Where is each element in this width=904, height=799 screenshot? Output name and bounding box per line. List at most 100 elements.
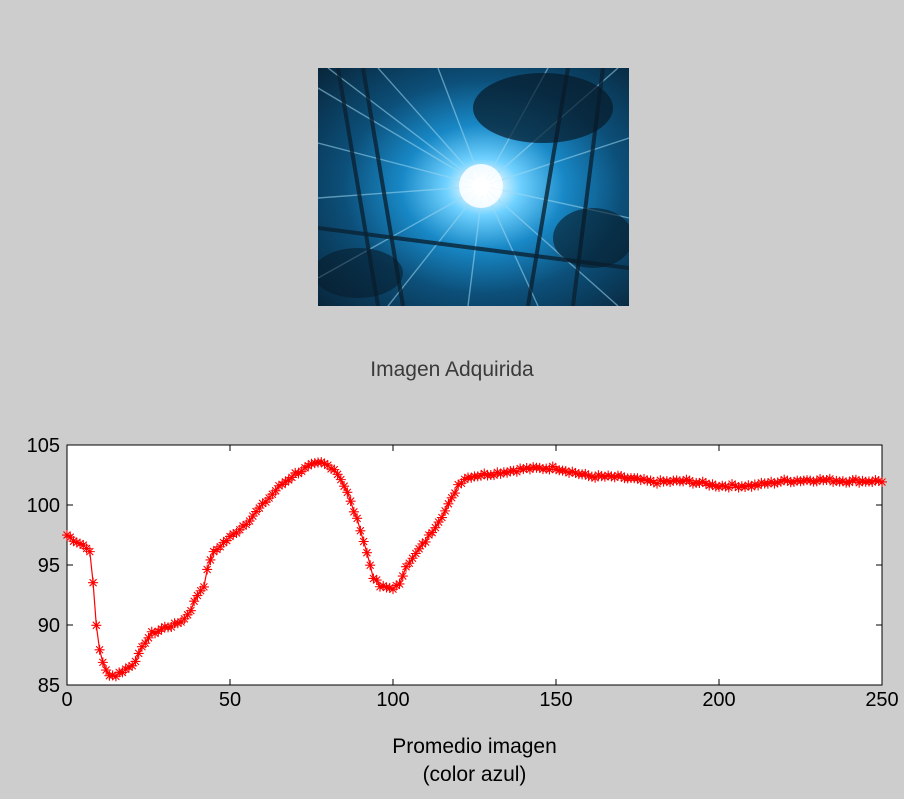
chart: 0 50 100 150 200 250 85 90 95 100 105 Promedio ima… [27, 435, 899, 786]
data-point-marker [678, 476, 689, 487]
data-point-marker [97, 657, 108, 668]
data-point-marker [772, 477, 783, 488]
data-point-marker [299, 462, 310, 473]
data-point-marker [182, 609, 193, 620]
data-point-marker [498, 467, 509, 478]
data-point-marker [303, 460, 314, 471]
data-point-marker [508, 465, 519, 476]
data-point-marker [524, 464, 535, 475]
data-point-marker [159, 621, 170, 632]
data-point-marker [635, 475, 646, 486]
data-point-marker [805, 475, 816, 486]
x-tick-label: 150 [539, 689, 572, 711]
data-point-marker [345, 496, 356, 507]
data-point-marker [68, 536, 79, 547]
data-point-marker [374, 581, 385, 592]
data-point-marker [309, 458, 320, 469]
y-tick-label: 90 [38, 615, 60, 637]
data-point-marker [378, 580, 389, 591]
data-point-marker [286, 472, 297, 483]
data-point-marker [339, 481, 350, 492]
series-markers [62, 457, 887, 682]
data-point-marker [700, 478, 711, 489]
data-point-marker [208, 546, 219, 557]
data-point-marker [740, 481, 751, 492]
data-point-marker [407, 553, 418, 564]
data-point-marker [215, 541, 226, 552]
data-point-marker [84, 546, 95, 557]
data-point-marker [782, 475, 793, 486]
data-point-marker [329, 464, 340, 475]
data-point-marker [844, 477, 855, 488]
data-point-marker [414, 543, 425, 554]
data-point-marker [606, 471, 617, 482]
data-point-marker [492, 467, 503, 478]
data-point-marker [811, 476, 822, 487]
data-point-marker [769, 478, 780, 489]
data-point-marker [795, 476, 806, 487]
data-point-marker [877, 476, 887, 487]
data-point-marker [110, 671, 121, 682]
data-point-marker [580, 468, 591, 479]
data-point-marker [648, 477, 659, 488]
data-point-marker [195, 585, 206, 596]
data-point-marker [857, 475, 868, 486]
data-point-marker [567, 466, 578, 477]
data-point-marker [655, 475, 666, 486]
data-point-marker [368, 573, 379, 584]
data-point-marker [821, 474, 832, 485]
data-point-marker [476, 470, 487, 481]
data-point-marker [244, 516, 255, 527]
data-point-marker [521, 463, 532, 474]
data-point-marker [365, 560, 376, 571]
data-point-marker [495, 468, 506, 479]
data-point-marker [293, 468, 304, 479]
data-point-marker [639, 473, 650, 484]
data-point-marker [146, 626, 157, 637]
data-point-marker [140, 638, 151, 649]
data-point-marker [371, 575, 382, 586]
data-point-marker [665, 476, 676, 487]
data-point-marker [423, 530, 434, 541]
data-point-marker [88, 577, 99, 588]
data-point-marker [746, 481, 757, 492]
data-point-marker [440, 505, 451, 516]
data-point-marker [335, 474, 346, 485]
data-point-marker [260, 497, 271, 508]
data-point-marker [697, 476, 708, 487]
data-point-marker [391, 580, 402, 591]
acquired-image [318, 68, 629, 306]
y-tick-label: 85 [38, 675, 60, 697]
data-point-marker [410, 548, 421, 559]
data-point-marker [756, 477, 767, 488]
data-point-marker [185, 605, 196, 616]
x-tick-label: 250 [865, 689, 898, 711]
data-point-marker [394, 578, 405, 589]
data-point-marker [502, 467, 513, 478]
data-point-marker [730, 480, 741, 491]
data-point-marker [466, 472, 477, 483]
data-point-marker [75, 538, 86, 549]
data-point-marker [156, 624, 167, 635]
data-point-marker [94, 644, 105, 655]
data-point-marker [361, 547, 372, 558]
data-point-marker [766, 476, 777, 487]
data-point-marker [596, 471, 607, 482]
data-point-marker [436, 512, 447, 523]
data-point-marker [560, 466, 571, 477]
data-point-marker [101, 665, 112, 676]
data-point-marker [743, 480, 754, 491]
x-axis-label: Promedio imagen [392, 735, 557, 758]
data-point-marker [586, 471, 597, 482]
data-point-marker [837, 476, 848, 487]
data-point-marker [570, 468, 581, 479]
data-point-marker [453, 479, 464, 490]
data-point-marker [254, 503, 265, 514]
tick-marks [66, 444, 883, 686]
data-point-marker [202, 564, 213, 575]
data-point-marker [815, 474, 826, 485]
data-point-marker [828, 476, 839, 487]
data-point-marker [564, 467, 575, 478]
data-point-marker [593, 470, 604, 481]
data-point-marker [205, 554, 216, 565]
